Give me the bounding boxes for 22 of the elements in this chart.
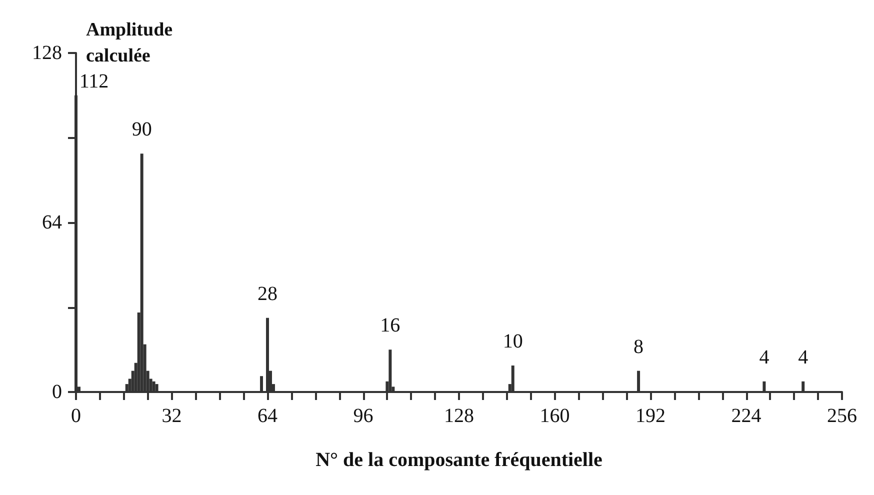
data-label: 90 (132, 118, 152, 141)
x-axis-title: N° de la composante fréquentielle (316, 449, 603, 471)
x-tick-label: 128 (444, 405, 474, 427)
y-axis-title: Amplitude calculée (86, 20, 173, 66)
x-tick-label: 64 (258, 405, 278, 427)
data-label: 28 (258, 282, 278, 305)
data-label: 4 (798, 346, 808, 368)
data-label: 16 (380, 314, 400, 337)
x-tick-label: 0 (71, 405, 81, 427)
data-label: 4 (759, 346, 770, 368)
x-tick-label: 256 (827, 405, 857, 427)
data-label: 8 (634, 336, 644, 358)
x-tick-label: 224 (731, 405, 762, 427)
data-label: 10 (502, 330, 523, 353)
x-tick-label: 192 (636, 405, 666, 427)
x-tick-label: 32 (162, 405, 182, 427)
y-tick-label: 128 (32, 42, 62, 64)
y-tick-label: 64 (42, 212, 62, 234)
x-tick-label: 96 (353, 405, 374, 427)
x-tick-label: 160 (540, 405, 570, 427)
data-label: 112 (79, 70, 109, 92)
y-tick-label: 0 (52, 381, 62, 403)
